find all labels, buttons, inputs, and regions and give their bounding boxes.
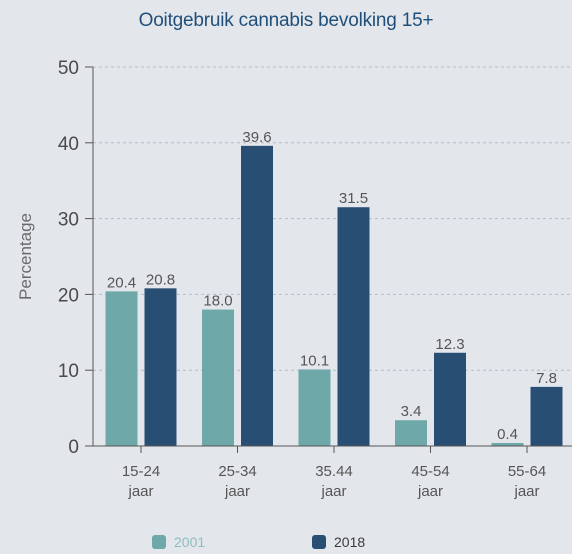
data-label-2001: 3.4 <box>401 403 422 420</box>
data-label-2018: 7.8 <box>536 370 557 387</box>
y-tick-label: 30 <box>58 210 79 231</box>
legend-label-2018: 2018 <box>334 534 365 550</box>
data-label-2018: 12.3 <box>435 336 464 353</box>
legend-swatch-2018 <box>312 535 326 549</box>
bar-2001 <box>395 420 427 446</box>
data-label-2001: 20.4 <box>107 274 136 291</box>
legend: 2001 2018 <box>0 534 572 554</box>
data-label-2018: 39.6 <box>242 129 271 146</box>
x-tick-label: 45-54 jaar <box>411 463 449 500</box>
legend-item-2018[interactable]: 2018 <box>312 534 365 550</box>
x-tick-label: 55-64 jaar <box>508 463 546 500</box>
bar-2001 <box>106 291 138 446</box>
y-tick-label: 10 <box>58 361 79 382</box>
bar-2001 <box>299 369 331 446</box>
data-label-2018: 31.5 <box>339 190 368 207</box>
x-tick-label: 25-34 jaar <box>218 463 256 500</box>
data-label-2018: 20.8 <box>146 271 175 288</box>
x-tick-label: 15-24 jaar <box>122 463 160 500</box>
bar-2018 <box>434 353 466 446</box>
x-tick-label: 35.44 jaar <box>315 463 353 500</box>
legend-swatch-2001 <box>152 535 166 549</box>
data-label-2001: 0.4 <box>497 426 518 443</box>
bar-2018 <box>241 146 273 446</box>
bar-2018 <box>531 387 563 446</box>
y-tick-label: 50 <box>58 58 79 79</box>
y-tick-label: 40 <box>58 134 79 155</box>
data-label-2001: 10.1 <box>300 352 329 369</box>
bar-2001 <box>202 310 234 446</box>
legend-item-2001[interactable]: 2001 <box>152 534 205 550</box>
y-tick-label: 20 <box>58 285 79 306</box>
data-label-2001: 18.0 <box>203 293 232 310</box>
y-axis-title: Percentage <box>16 213 35 300</box>
y-tick-label: 0 <box>68 437 79 458</box>
bar-2018 <box>338 207 370 446</box>
legend-label-2001: 2001 <box>174 534 205 550</box>
bar-2018 <box>145 288 177 446</box>
